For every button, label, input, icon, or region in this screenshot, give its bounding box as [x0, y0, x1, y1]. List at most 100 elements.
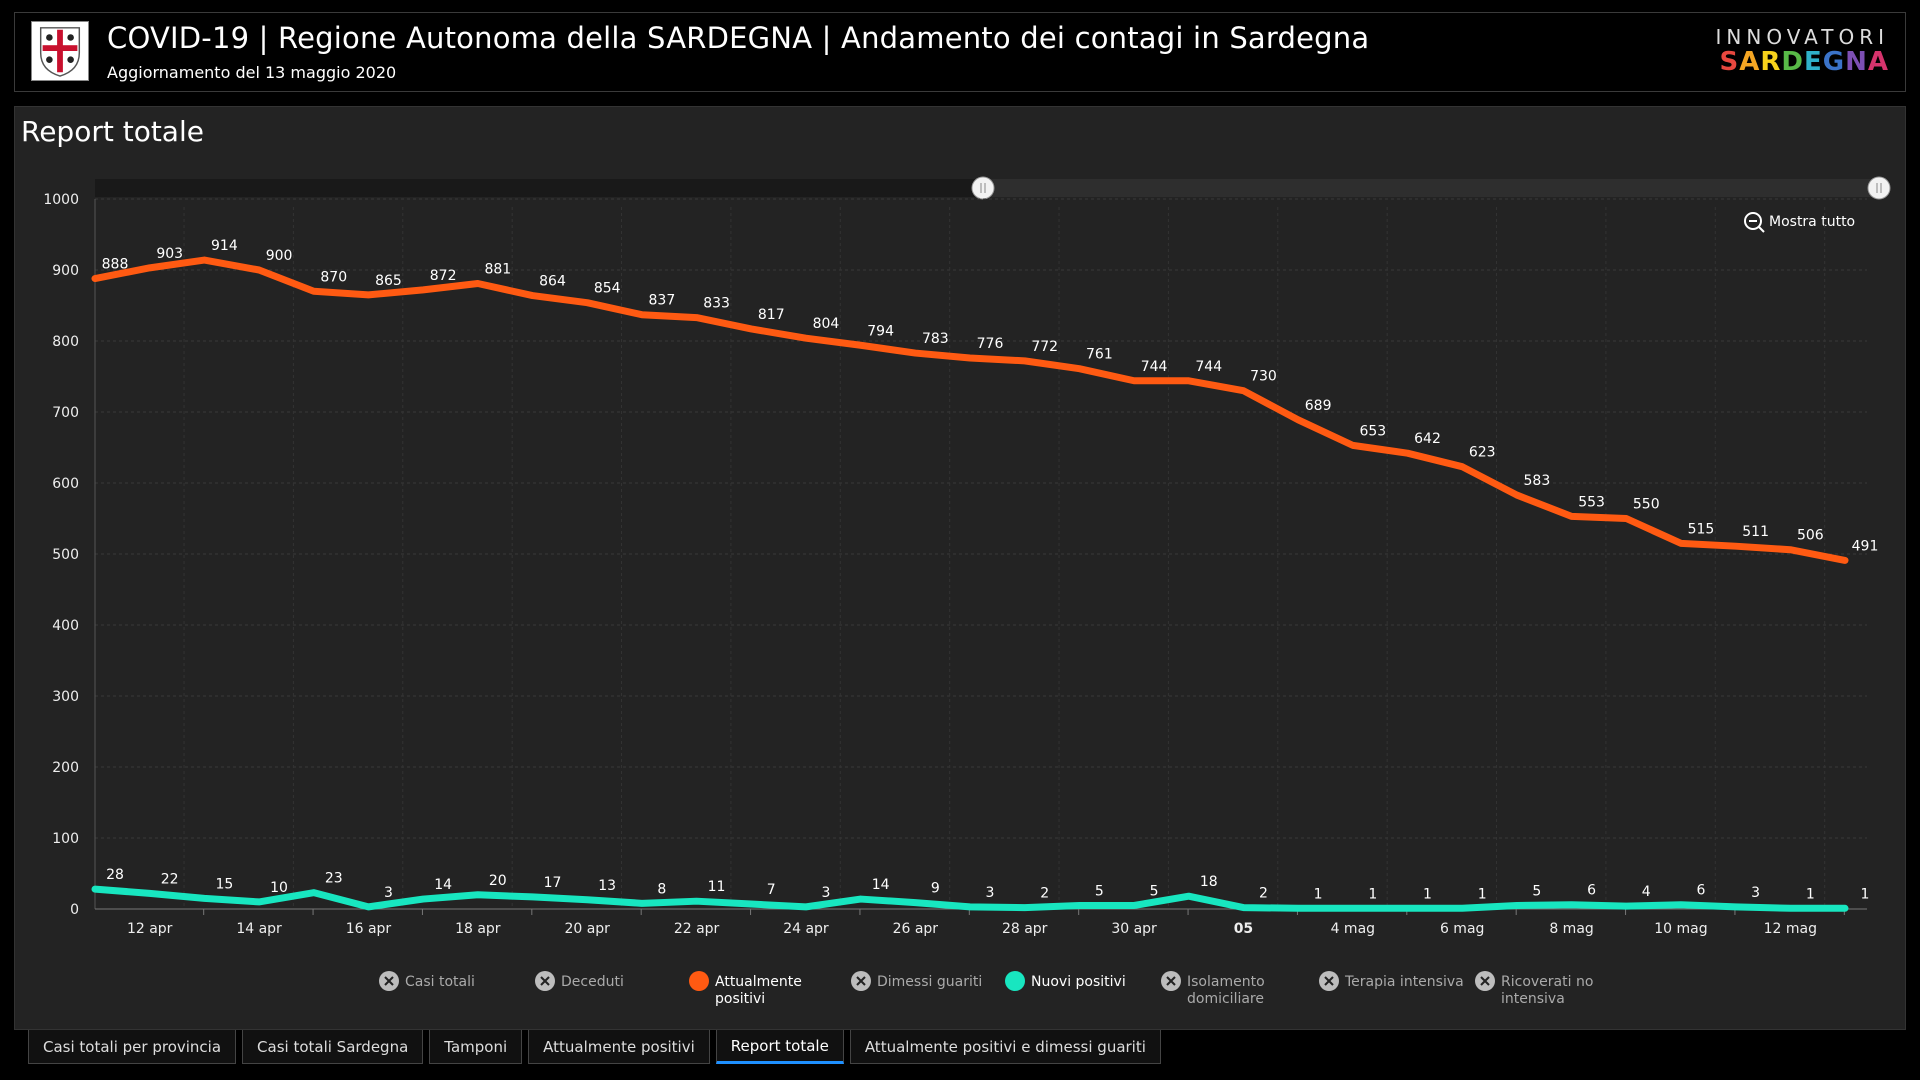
legend-label-line: Deceduti	[561, 974, 624, 990]
tab-attualmente-positivi-e-dimessi-guariti[interactable]: Attualmente positivi e dimessi guariti	[849, 1030, 1161, 1064]
legend-marker[interactable]	[1005, 971, 1025, 991]
data-label: 888	[102, 257, 129, 273]
legend-item-label[interactable]: Terapia intensiva	[1344, 974, 1464, 990]
data-point	[1350, 443, 1355, 448]
data-point	[1460, 906, 1465, 911]
data-label: 642	[1414, 431, 1441, 447]
data-point	[257, 899, 262, 904]
data-point	[147, 891, 152, 896]
data-label: 881	[484, 261, 511, 277]
innovatori-sardegna-logo: INNOVATORI SARDEGNA	[1716, 25, 1890, 75]
x-tick-label: 14 apr	[236, 921, 282, 937]
data-label: 804	[813, 316, 840, 332]
data-point	[421, 897, 426, 902]
x-tick-label: 05	[1234, 921, 1253, 937]
data-label: 11	[708, 879, 726, 895]
zoom-out-icon-handle	[1758, 226, 1765, 233]
data-label: 864	[539, 274, 566, 290]
zoom-out-icon[interactable]	[1744, 212, 1762, 230]
data-label: 744	[1195, 359, 1222, 375]
data-label: 3	[821, 885, 830, 901]
brand-letter: A	[1739, 47, 1761, 77]
data-label: 1	[1861, 886, 1870, 902]
data-point	[1296, 417, 1301, 422]
data-point	[366, 904, 371, 909]
data-label: 491	[1852, 538, 1879, 554]
data-point	[475, 281, 480, 286]
data-label: 553	[1578, 494, 1605, 510]
data-label: 914	[211, 238, 238, 254]
data-point	[1788, 547, 1793, 552]
data-point	[366, 292, 371, 297]
y-tick-label: 600	[52, 476, 79, 492]
scrollbar-handle-start[interactable]	[971, 176, 995, 200]
data-point	[1624, 904, 1629, 909]
data-point	[530, 894, 535, 899]
data-point	[1733, 904, 1738, 909]
data-point	[1733, 544, 1738, 549]
data-label: 3	[384, 885, 393, 901]
brand-top-text: INNOVATORI	[1715, 25, 1889, 49]
brand-letter: D	[1781, 47, 1804, 77]
page-title: COVID-19 | Regione Autonoma della SARDEG…	[107, 21, 1370, 55]
legend-item-label[interactable]: Casi totali	[405, 974, 475, 990]
legend-item-label[interactable]: Nuovi positivi	[1031, 974, 1126, 990]
data-label: 2	[1259, 886, 1268, 902]
x-tick-label: 8 mag	[1549, 921, 1593, 937]
data-point	[202, 258, 207, 263]
data-point	[1678, 902, 1683, 907]
y-tick-label: 500	[52, 547, 79, 563]
data-label: 865	[375, 273, 402, 289]
brand-letter: R	[1760, 47, 1782, 77]
panel-title: Report totale	[21, 115, 204, 148]
tab-report-totale[interactable]: Report totale	[715, 1030, 844, 1064]
data-label: 550	[1633, 497, 1660, 513]
data-point	[913, 900, 918, 905]
tab-attualmente-positivi[interactable]: Attualmente positivi	[528, 1030, 710, 1064]
data-label: 872	[430, 268, 457, 284]
data-point	[1022, 905, 1027, 910]
data-label: 794	[867, 323, 894, 339]
data-label: 17	[544, 875, 562, 891]
brand-bottom-text: SARDEGNA	[1716, 49, 1890, 75]
data-point	[1077, 903, 1082, 908]
x-tick-label: 6 mag	[1440, 921, 1484, 937]
data-point	[93, 276, 97, 281]
tab-casi-totali-sardegna[interactable]: Casi totali Sardegna	[242, 1030, 424, 1064]
scrollbar-handle-end[interactable]	[1867, 176, 1891, 200]
x-tick-label: 12 mag	[1764, 921, 1817, 937]
data-point	[1569, 514, 1574, 519]
legend-item-label[interactable]: Attualmente positivi	[715, 974, 802, 1007]
show-all-button[interactable]: Mostra tutto	[1769, 214, 1855, 230]
data-point	[1132, 378, 1137, 383]
data-label: 10	[270, 880, 288, 896]
data-point	[968, 904, 972, 909]
legend-item-label[interactable]: Ricoverati no intensiva	[1501, 974, 1593, 1007]
data-label: 6	[1587, 883, 1596, 899]
legend-item-label[interactable]: Deceduti	[561, 974, 624, 990]
brand-letter: S	[1719, 47, 1740, 77]
data-label: 23	[325, 871, 343, 887]
data-point	[1132, 903, 1137, 908]
data-label: 2	[1040, 886, 1049, 902]
data-label: 6	[1696, 883, 1705, 899]
legend-item-label[interactable]: Dimessi guariti	[877, 974, 982, 990]
legend-disabled-x-icon	[1166, 976, 1176, 986]
data-point	[858, 897, 863, 902]
scrollbar-selected-range[interactable]	[983, 179, 1879, 197]
y-tick-label: 700	[52, 405, 79, 421]
data-point	[1843, 906, 1847, 911]
x-tick-label: 20 apr	[564, 921, 610, 937]
tab-tamponi[interactable]: Tamponi	[429, 1030, 523, 1064]
data-label: 744	[1141, 359, 1168, 375]
tab-casi-totali-per-provincia[interactable]: Casi totali per provincia	[28, 1030, 237, 1064]
data-point	[694, 899, 699, 904]
header-bar: COVID-19 | Regione Autonoma della SARDEG…	[14, 12, 1906, 92]
legend-label-line: Nuovi positivi	[1031, 974, 1126, 990]
data-label: 900	[266, 248, 293, 264]
legend-item-label[interactable]: Isolamento domiciliare	[1187, 974, 1265, 1007]
data-label: 837	[649, 293, 676, 309]
brand-letter: E	[1804, 47, 1823, 77]
legend-marker[interactable]	[689, 971, 709, 991]
legend-disabled-x-icon	[1324, 976, 1334, 986]
